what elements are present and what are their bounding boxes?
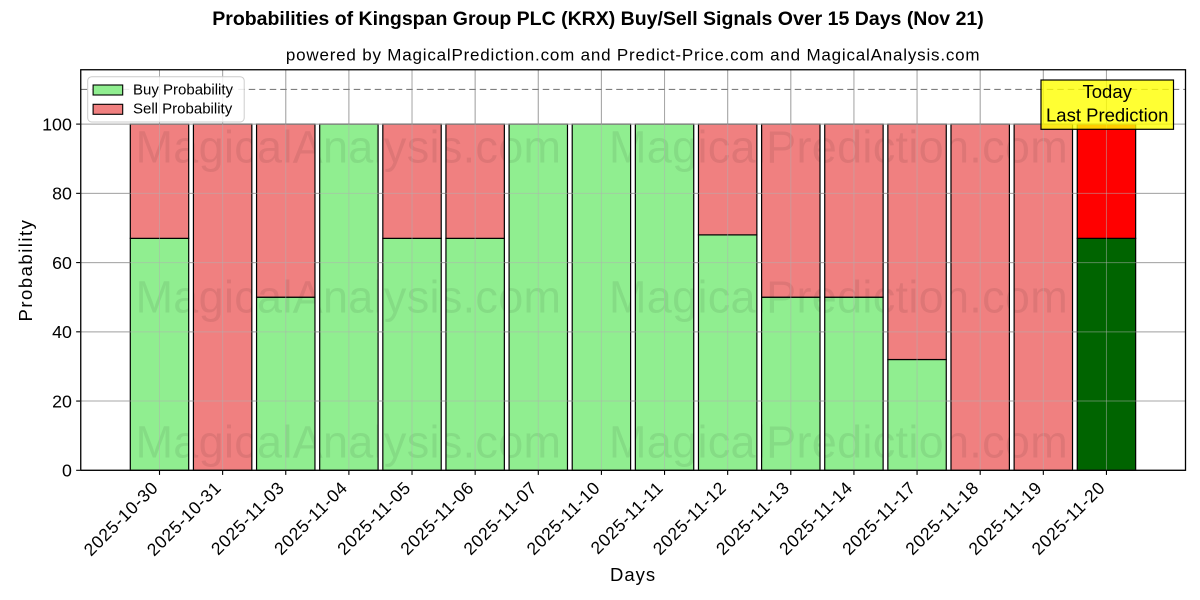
svg-text:20: 20 (52, 391, 72, 411)
svg-text:80: 80 (52, 184, 72, 204)
svg-text:Today: Today (1083, 81, 1133, 102)
svg-text:Sell Probability: Sell Probability (133, 101, 233, 118)
svg-text:MagicalAnalysis.com: MagicalAnalysis.com (136, 416, 562, 467)
svg-text:100: 100 (42, 114, 72, 134)
svg-text:Probabilities of Kingspan Grou: Probabilities of Kingspan Group PLC (KRX… (212, 8, 984, 30)
svg-text:powered by MagicalPrediction.c: powered by MagicalPrediction.com and Pre… (286, 46, 981, 65)
svg-text:MagicalAnalysis.com: MagicalAnalysis.com (136, 271, 562, 322)
svg-text:0: 0 (62, 461, 72, 481)
svg-text:Probability: Probability (15, 219, 36, 322)
svg-text:Days: Days (610, 564, 656, 585)
svg-text:Buy Probability: Buy Probability (133, 81, 234, 98)
svg-text:MagicalPrediction.com: MagicalPrediction.com (609, 416, 1068, 467)
svg-text:MagicalPrediction.com: MagicalPrediction.com (609, 271, 1068, 322)
svg-text:Last Prediction: Last Prediction (1046, 105, 1168, 126)
svg-text:60: 60 (52, 253, 72, 273)
svg-text:40: 40 (52, 322, 72, 342)
svg-text:MagicalPrediction.com: MagicalPrediction.com (609, 121, 1068, 172)
svg-text:MagicalAnalysis.com: MagicalAnalysis.com (136, 121, 562, 172)
